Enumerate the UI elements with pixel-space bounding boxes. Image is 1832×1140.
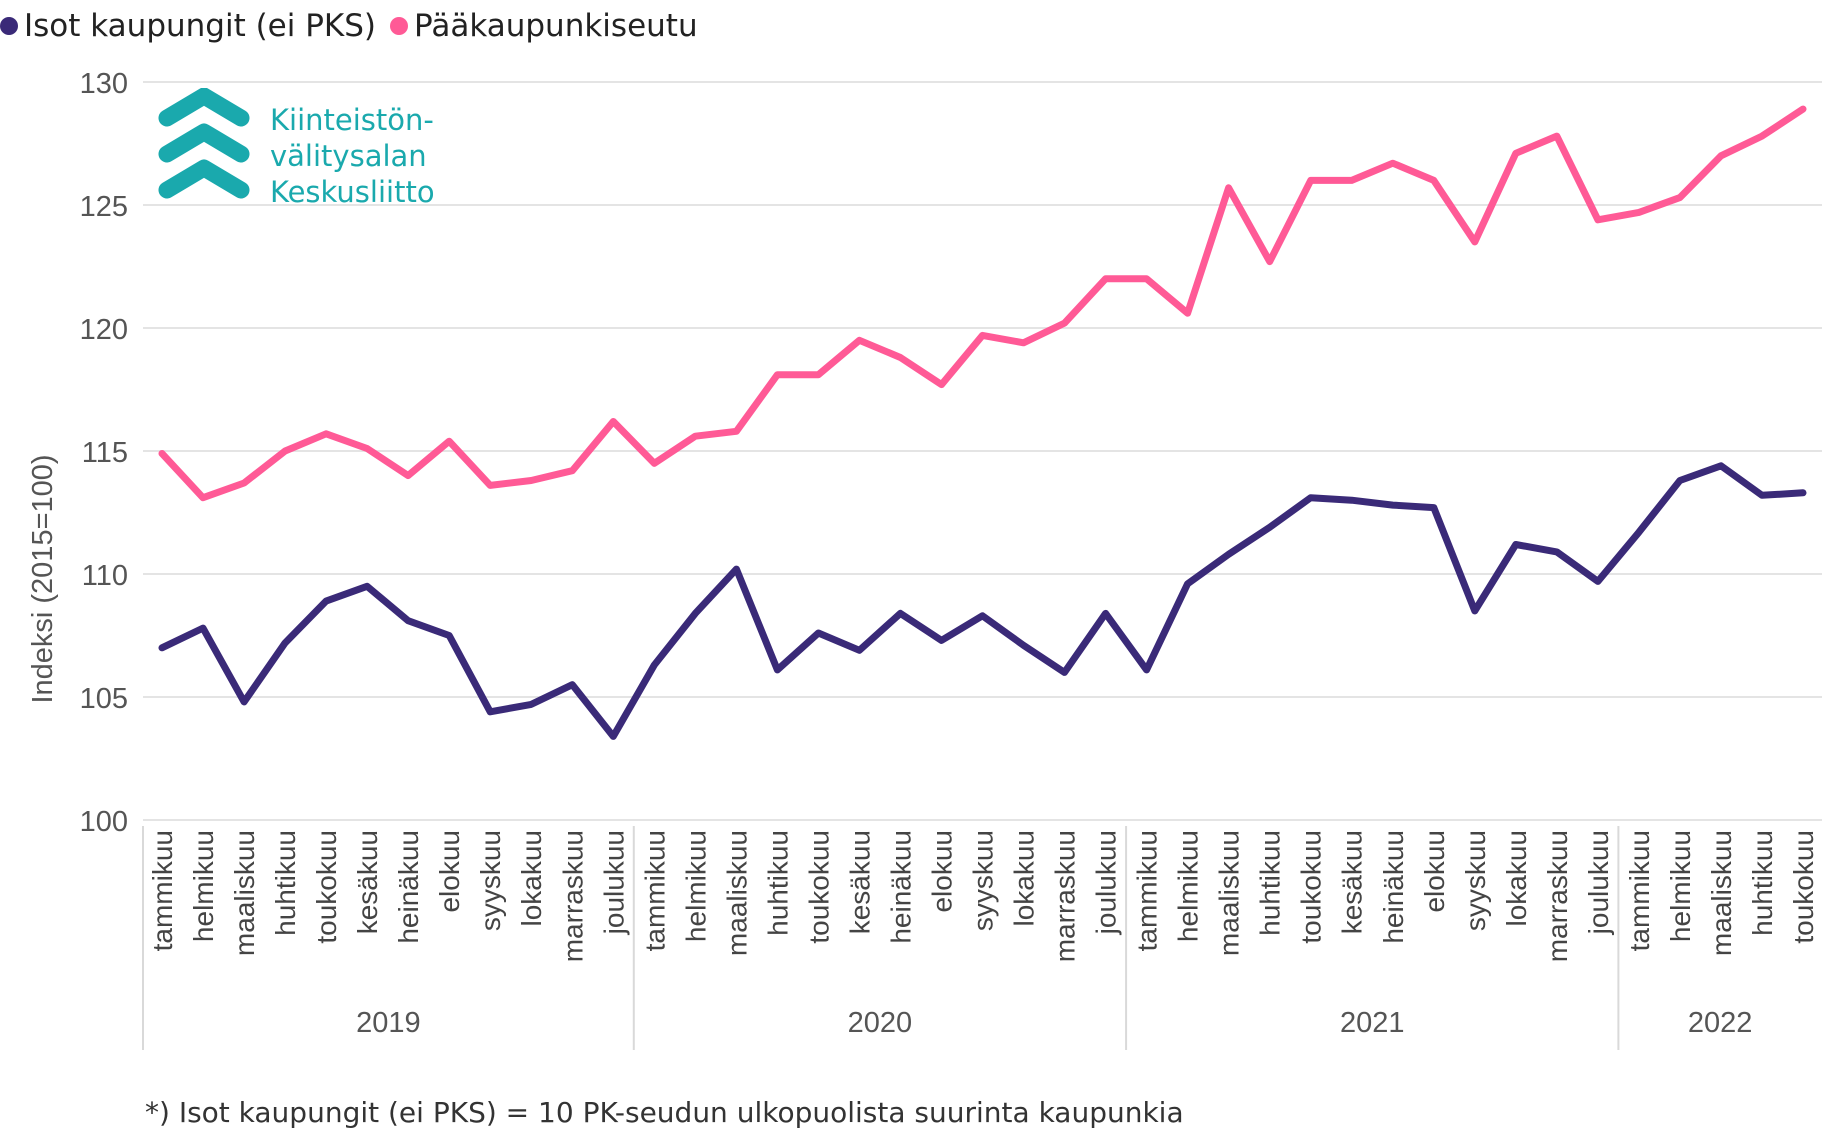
- x-tick-label: tammikuu: [147, 830, 178, 951]
- x-tick-label: kesäkuu: [844, 830, 875, 934]
- series-lines: [158, 105, 1807, 740]
- legend-item-paakaupunkiseutu[interactable]: Pääkaupunkiseutu: [390, 8, 698, 44]
- x-tick-label: helmikuu: [188, 830, 219, 942]
- y-tick-label-125: 125: [80, 191, 128, 223]
- legend-label-paakaupunkiseutu: Pääkaupunkiseutu: [414, 8, 698, 44]
- y-tick-label-110: 110: [82, 560, 128, 592]
- x-tick-label: maaliskuu: [229, 830, 260, 956]
- x-tick-label: elokuu: [926, 830, 957, 913]
- x-tick-label: heinäkuu: [1378, 830, 1409, 944]
- x-tick-label: maaliskuu: [721, 830, 752, 956]
- y-tick-label-105: 105: [80, 683, 128, 715]
- x-tick-label: marraskuu: [1542, 830, 1573, 962]
- x-tick-label: heinäkuu: [393, 830, 424, 944]
- x-tick-label: joulukuu: [1091, 830, 1122, 935]
- x-tick-label: tammikuu: [639, 830, 670, 951]
- x-tick-label: toukokuu: [311, 830, 342, 944]
- year-label-2021: 2021: [1340, 1007, 1405, 1039]
- x-tick-label: toukokuu: [1788, 830, 1819, 944]
- logo: Kiinteistön- välitysalan Keskusliitto: [158, 88, 435, 210]
- year-label-2019: 2019: [356, 1007, 421, 1039]
- x-tick-label: elokuu: [434, 830, 465, 913]
- y-tick-label-120: 120: [80, 314, 128, 346]
- x-tick-label: helmikuu: [1665, 830, 1696, 942]
- y-axis-ticks: 100 105 110 115 120 125 130: [80, 68, 128, 838]
- x-tick-label: tammikuu: [1132, 830, 1163, 951]
- x-tick-label: toukokuu: [1296, 830, 1327, 944]
- y-axis-label: Indeksi (2015=100): [27, 454, 59, 703]
- legend: Isot kaupungit (ei PKS) Pääkaupunkiseutu: [0, 8, 712, 44]
- chevrons-icon: [158, 88, 250, 199]
- x-tick-label: toukokuu: [803, 830, 834, 944]
- x-tick-label: huhtikuu: [270, 830, 301, 936]
- logo-line-3: Keskusliitto: [270, 175, 435, 209]
- x-tick-label: joulukuu: [598, 830, 629, 935]
- x-tick-label: syyskuu: [1460, 830, 1491, 931]
- x-tick-label: kesäkuu: [1337, 830, 1368, 934]
- year-label-2022: 2022: [1688, 1007, 1753, 1039]
- year-label-2020: 2020: [848, 1007, 913, 1039]
- x-tick-label: marraskuu: [557, 830, 588, 962]
- x-tick-label: helmikuu: [1173, 830, 1204, 942]
- x-tick-label: huhtikuu: [1747, 830, 1778, 936]
- x-tick-label: syyskuu: [968, 830, 999, 931]
- logo-line-1: Kiinteistön-: [270, 103, 434, 137]
- x-tick-label: kesäkuu: [352, 830, 383, 934]
- x-tick-label: heinäkuu: [885, 830, 916, 944]
- x-axis: tammikuu helmikuu maaliskuu huhtikuu toukoku…: [142, 826, 1819, 1050]
- y-tick-label-130: 130: [80, 68, 128, 100]
- y-tick-label-115: 115: [82, 437, 128, 469]
- series-line-isot-kaupungit[interactable]: [158, 462, 1807, 740]
- x-tick-label: tammikuu: [1624, 830, 1655, 951]
- legend-label-isot-kaupungit: Isot kaupungit (ei PKS): [24, 8, 377, 44]
- y-tick-label-100: 100: [80, 806, 128, 838]
- x-tick-label: lokakuu: [516, 830, 547, 927]
- x-tick-label: syyskuu: [475, 830, 506, 931]
- legend-dot-paakaupunkiseutu: [390, 17, 409, 35]
- x-tick-label: huhtikuu: [1255, 830, 1286, 936]
- legend-item-isot-kaupungit[interactable]: Isot kaupungit (ei PKS): [0, 8, 376, 44]
- x-tick-label: marraskuu: [1050, 830, 1081, 962]
- footnote: *) Isot kaupungit (ei PKS) = 10 PK-seudu…: [145, 1096, 1184, 1129]
- logo-line-2: välitysalan: [270, 139, 427, 173]
- x-tick-label: lokakuu: [1009, 830, 1040, 927]
- gridlines: [143, 81, 1822, 821]
- x-tick-label: lokakuu: [1501, 830, 1532, 927]
- x-tick-label: elokuu: [1419, 830, 1450, 913]
- x-tick-label: joulukuu: [1583, 830, 1614, 935]
- x-tick-label: helmikuu: [680, 830, 711, 942]
- logo-text: Kiinteistön- välitysalan Keskusliitto: [270, 102, 435, 210]
- x-tick-label: huhtikuu: [762, 830, 793, 936]
- legend-dot-isot-kaupungit: [0, 17, 18, 35]
- x-tick-label: maaliskuu: [1214, 830, 1245, 956]
- x-tick-label: maaliskuu: [1706, 830, 1737, 956]
- series-line-paakaupunkiseutu[interactable]: [158, 105, 1807, 502]
